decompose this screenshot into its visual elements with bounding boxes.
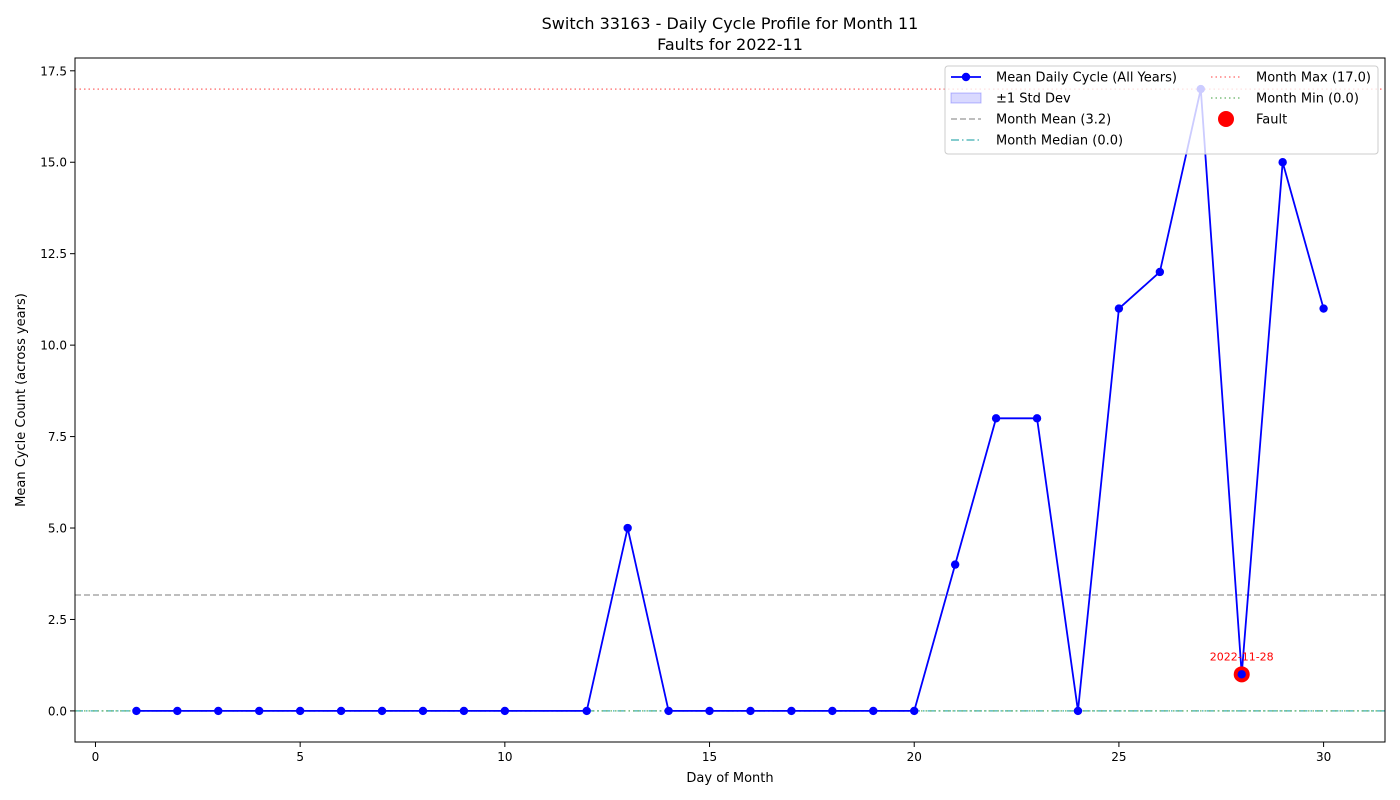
- data-point-14: [664, 706, 673, 716]
- legend-label-1: ±1 Std Dev: [996, 92, 1071, 107]
- x-tick-label-1: 5: [296, 750, 304, 764]
- legend-label-3: Month Median (0.0): [996, 134, 1123, 149]
- data-point-1: [132, 706, 141, 716]
- legend-label-2: Month Mean (3.2): [996, 113, 1111, 128]
- chart-subtitle: Faults for 2022-11: [657, 35, 803, 54]
- data-point-26: [1155, 267, 1165, 277]
- y-tick-label-0: 0.0: [48, 704, 67, 718]
- data-point-13: [623, 523, 632, 533]
- data-point-28: [1237, 670, 1246, 679]
- y-tick-label-4: 10.0: [40, 339, 67, 353]
- data-point-6: [336, 706, 346, 716]
- y-tick-label-7: 17.5: [40, 64, 67, 78]
- x-tick-label-5: 25: [1111, 750, 1126, 764]
- x-tick-label-2: 10: [497, 750, 512, 764]
- series-line-0: [136, 88, 1325, 712]
- x-tick-label-4: 20: [907, 750, 922, 764]
- data-point-16: [746, 706, 755, 716]
- data-point-2: [173, 706, 182, 716]
- data-point-4: [255, 706, 264, 716]
- legend-label-6: Fault: [1256, 113, 1287, 128]
- x-tick-label-3: 15: [702, 750, 717, 764]
- y-axis-label: Mean Cycle Count (across years): [14, 293, 29, 507]
- data-point-20: [910, 706, 919, 716]
- fault-label-0: 2022-11-28: [1210, 650, 1274, 663]
- legend-box: [944, 65, 1379, 155]
- data-point-18: [828, 706, 837, 716]
- data-point-9: [459, 706, 469, 716]
- data-point-10: [500, 706, 510, 716]
- y-tick-label-2: 5.0: [48, 522, 67, 536]
- x-axis-label: Day of Month: [686, 771, 773, 786]
- plot-area: 2022-11-28 0 5 10 15 20 25 30 0.0 2.5 5.0 7.5 10.0 12…: [40, 57, 1386, 764]
- data-point-12: [582, 706, 591, 716]
- legend-label-0: Mean Daily Cycle (All Years): [996, 71, 1177, 86]
- data-point-30: [1319, 304, 1328, 313]
- data-point-7: [377, 706, 387, 716]
- chart-title: Switch 33163 - Daily Cycle Profile for M…: [542, 14, 919, 33]
- data-point-3: [214, 706, 223, 716]
- x-tick-label-6: 30: [1316, 750, 1331, 764]
- legend-label-5: Month Min (0.0): [1256, 92, 1359, 107]
- x-tick-label-0: 0: [92, 750, 100, 764]
- data-point-19: [869, 706, 878, 716]
- y-tick-label-1: 2.5: [48, 613, 67, 627]
- legend-handle-6: [1218, 111, 1234, 127]
- legend-label-4: Month Max (17.0): [1256, 71, 1371, 86]
- data-point-8: [418, 706, 428, 716]
- plot-frame: [74, 57, 1386, 743]
- legend: Mean Daily Cycle (All Years) ±1 Std Dev Mo…: [944, 65, 1379, 155]
- data-point-22: [991, 414, 1001, 423]
- data-point-24: [1073, 706, 1083, 716]
- data-point-5: [295, 706, 305, 716]
- data-point-17: [787, 706, 796, 716]
- data-point-15: [705, 706, 714, 716]
- y-tick-label-5: 12.5: [40, 247, 67, 261]
- legend-handle-1: [950, 92, 982, 104]
- y-tick-label-6: 15.0: [40, 156, 67, 170]
- data-point-29: [1278, 158, 1287, 167]
- y-tick-label-3: 7.5: [48, 430, 67, 444]
- data-point-21: [950, 560, 960, 569]
- data-point-23: [1032, 414, 1042, 423]
- legend-marker-0: [961, 72, 971, 82]
- data-point-25: [1114, 304, 1124, 313]
